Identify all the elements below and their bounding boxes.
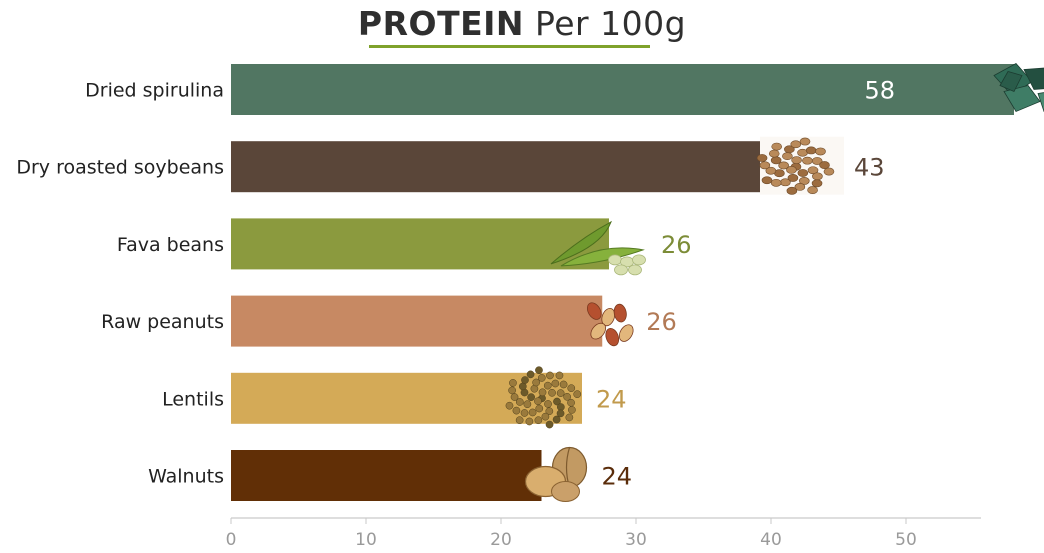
chart-title-bold: PROTEIN [357,4,525,43]
value-label: 24 [602,463,633,491]
x-tick-label: 40 [760,530,782,550]
category-label: Dry roasted soybeans [16,157,224,179]
value-label: 26 [646,308,677,336]
title-underline [369,45,650,48]
chart-title: PROTEIN Per 100g [0,4,1044,43]
category-labels-group: Dried spirulina Dry roasted soybeans Fava … [16,80,224,488]
x-tick-label: 30 [625,530,647,550]
x-tick-label: 20 [490,530,512,550]
food-icons-group [505,62,1044,502]
value-label: 26 [661,231,692,259]
value-labels-group: 58 43 26 26 24 24 [596,77,895,491]
value-label: 24 [596,385,627,413]
bar-3 [231,295,603,347]
chart-title-rest: Per 100g [535,4,687,43]
peanuts-icon [586,302,634,347]
bar-2 [231,218,609,270]
spirulina-icon [993,62,1044,113]
x-axis: 0 10 20 30 40 50 [226,517,981,550]
value-label: 43 [854,154,885,182]
category-label: Lentils [162,388,224,410]
bar-5 [231,450,542,501]
walnuts-icon [524,446,588,502]
soybeans-icon [756,136,844,195]
category-label: Raw peanuts [101,311,224,333]
category-label: Dried spirulina [85,80,224,102]
value-label: 58 [864,77,895,105]
x-tick-label: 10 [355,530,377,550]
bar-0 [231,64,1014,115]
category-label: Walnuts [148,466,224,488]
bars-group [231,64,1014,501]
category-label: Fava beans [117,234,224,256]
x-tick-label: 50 [895,530,917,550]
lentils-icon [505,366,582,429]
fava-beans-icon [550,220,646,276]
bar-1 [231,141,798,193]
x-tick-label: 0 [226,530,237,550]
